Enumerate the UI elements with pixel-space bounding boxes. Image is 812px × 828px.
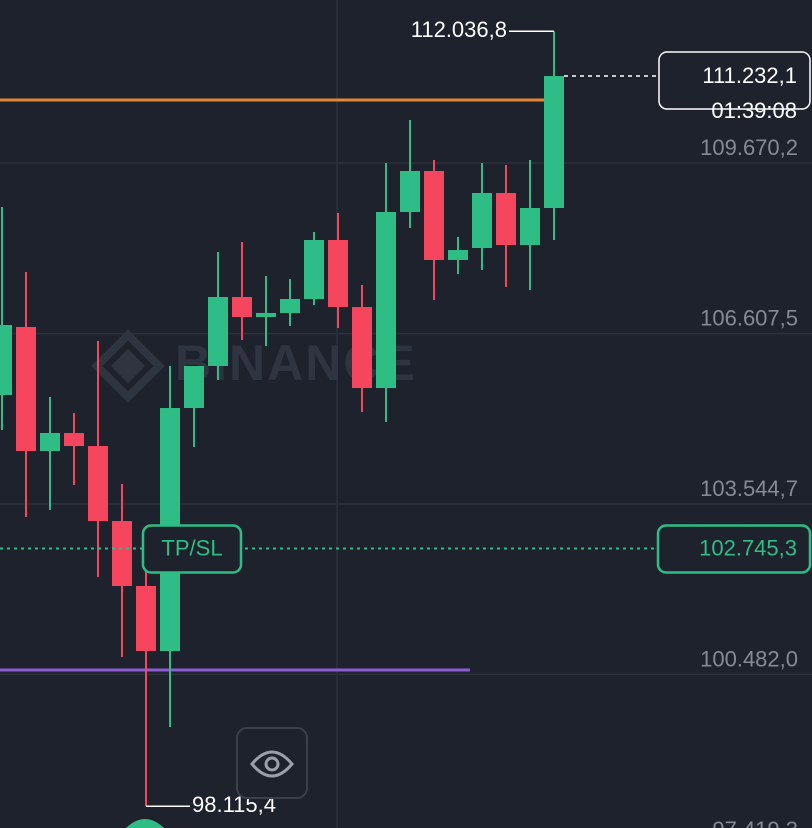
candle-body xyxy=(256,312,276,317)
y-tick-label: 103.544,7 xyxy=(700,476,798,501)
candle-body xyxy=(448,250,468,260)
candle-body xyxy=(520,207,540,246)
candle-body xyxy=(472,193,492,249)
candle-body xyxy=(280,299,300,313)
candle-body xyxy=(400,171,420,212)
eye-icon xyxy=(250,750,294,778)
tp-sl-price-box xyxy=(656,524,812,574)
y-tick-label: 106.607,5 xyxy=(700,305,798,330)
candle-body xyxy=(64,433,84,447)
candle-body xyxy=(112,521,132,586)
candle-body xyxy=(40,433,60,451)
eye-button[interactable] xyxy=(236,727,308,799)
candle-body xyxy=(88,446,108,522)
candle-body xyxy=(376,211,396,389)
tp-sl-price-label: 102.745,3 xyxy=(699,535,797,560)
watermark-logo xyxy=(91,329,165,403)
y-tick-label: 109.670,2 xyxy=(700,135,798,160)
candle-body xyxy=(184,365,204,409)
candle-body xyxy=(136,585,156,652)
candle-body xyxy=(544,76,564,208)
eye-pupil xyxy=(264,756,280,772)
candle-body xyxy=(0,325,12,395)
candles xyxy=(0,31,564,807)
y-tick-label: 97.419,3 xyxy=(712,817,798,828)
marker xyxy=(126,819,164,828)
price-lines xyxy=(0,98,548,672)
candle-body xyxy=(208,297,228,366)
y-tick-label: 100.482,0 xyxy=(700,646,798,671)
last-price-box xyxy=(658,51,811,110)
candle-body xyxy=(352,307,372,389)
last-price-label: 111.232,1 xyxy=(702,63,797,88)
candle-body xyxy=(232,297,252,317)
candle-body xyxy=(496,193,516,246)
candle-body xyxy=(328,239,348,308)
candle-body xyxy=(424,171,444,260)
grid: 109.670,2 106.607,5 103.544,7 100.482,0 97.4… xyxy=(0,135,812,828)
tp-sl-button-box[interactable] xyxy=(141,524,243,574)
high-label: 112.036,8 xyxy=(411,17,507,42)
tp-sl-button[interactable]: TP/SL xyxy=(161,535,222,560)
visibility-button[interactable] xyxy=(236,727,308,799)
countdown: 01:39:08 xyxy=(711,98,797,123)
candle-body xyxy=(304,239,324,300)
candle-body xyxy=(16,327,36,451)
